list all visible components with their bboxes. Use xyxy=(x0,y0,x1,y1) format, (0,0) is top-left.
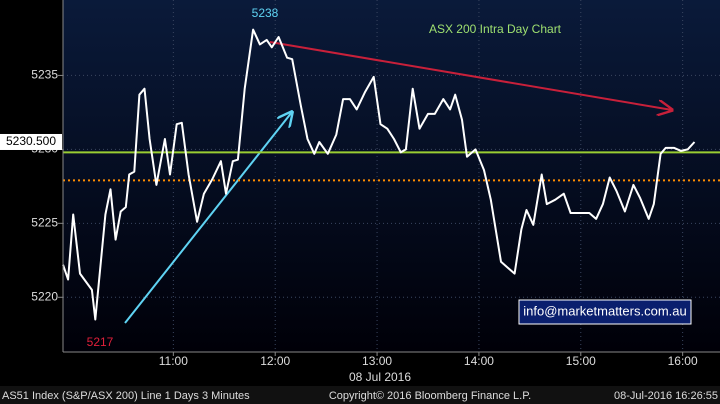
contact: info@marketmatters.com.au xyxy=(523,303,686,318)
footer-left: AS51 Index (S&P/ASX 200) Line 1 Days 3 M… xyxy=(2,390,250,402)
y-tick-label: 5235 xyxy=(31,68,58,82)
x-tick-label: 14:00 xyxy=(464,354,494,368)
x-tick-label: 12:00 xyxy=(260,354,290,368)
x-tick-label: 13:00 xyxy=(362,354,392,368)
footer-right: 08-Jul-2016 16:26:55 xyxy=(614,390,718,402)
contact-box xyxy=(518,299,692,325)
footer-center: Copyright© 2016 Bloomberg Finance L.P. xyxy=(329,390,531,402)
high-label: 5238 xyxy=(252,6,279,20)
trend-arrow xyxy=(269,41,672,110)
date-label: 08 Jul 2016 xyxy=(349,370,411,384)
x-tick-label: 15:00 xyxy=(566,354,596,368)
last-price-tag xyxy=(0,133,62,150)
x-tick-label: 16:00 xyxy=(668,354,698,368)
y-tick-label: 5225 xyxy=(31,215,58,229)
footer-bar xyxy=(0,386,720,404)
last-price-label: 5230.500 xyxy=(6,134,56,148)
plot-area xyxy=(63,0,720,352)
low-label: 5217 xyxy=(87,335,114,349)
trend-arrow xyxy=(124,112,292,324)
chart-label: ASX 200 Intra Day Chart xyxy=(429,22,562,36)
x-tick-label: 11:00 xyxy=(159,354,188,368)
price-line xyxy=(62,28,696,321)
y-tick-label: 5220 xyxy=(31,289,58,303)
